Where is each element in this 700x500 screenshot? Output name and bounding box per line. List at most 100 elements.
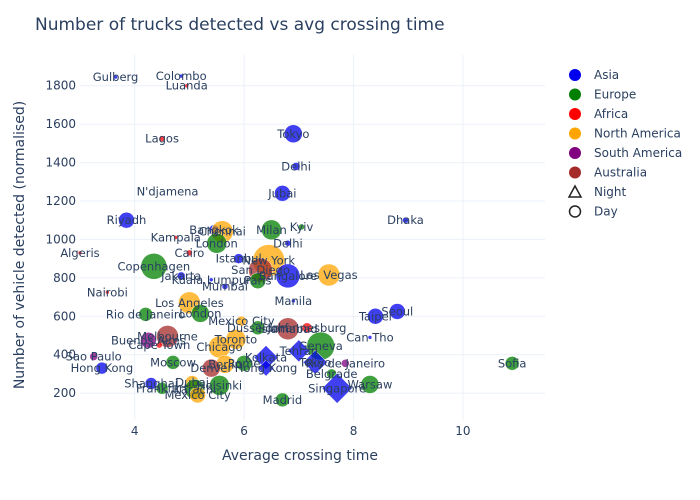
y-axis-title: Number of vehicle detected (normalised) <box>12 101 28 389</box>
point-label: Delhi <box>273 236 303 250</box>
point-label: Algeris <box>60 246 99 260</box>
point-label: Hong Kong <box>71 361 134 375</box>
point-label: Shanghai <box>124 377 178 391</box>
data-point <box>209 277 214 283</box>
point-label: Manila <box>275 294 313 308</box>
point-label: Johannesburg <box>267 321 347 335</box>
point-label: Singapore <box>308 381 366 395</box>
data-point <box>140 332 157 349</box>
data-point <box>389 303 406 320</box>
data-point <box>261 219 282 241</box>
legend-label: Australia <box>594 166 647 180</box>
data-point <box>206 233 228 254</box>
x-axis-ticks: 4 6 8 10 <box>131 424 471 438</box>
point-label: Karachi <box>173 382 216 396</box>
data-point <box>367 308 384 325</box>
point-label: Bangkok <box>189 223 239 237</box>
point-label: Frankfurt <box>136 381 189 395</box>
data-point <box>186 249 193 257</box>
point-label: Sofia <box>498 356 527 370</box>
data-point <box>236 315 247 327</box>
point-label: N'djamena <box>137 184 199 198</box>
point-label: Geneva <box>299 339 343 353</box>
data-point <box>165 355 181 370</box>
data-point <box>284 240 292 247</box>
legend-item[interactable]: Europe <box>569 88 636 102</box>
y-tick-label: 1000 <box>45 232 76 246</box>
point-label: Mexico City <box>164 388 231 402</box>
legend-item[interactable]: Africa <box>569 107 628 121</box>
data-point <box>274 185 291 202</box>
y-tick-label: 1200 <box>45 194 76 208</box>
data-point <box>113 74 118 80</box>
data-point <box>158 135 166 142</box>
data-point <box>233 253 244 264</box>
legend-label: Africa <box>594 107 628 121</box>
data-point <box>155 382 169 395</box>
legend-label: Asia <box>594 68 619 82</box>
data-point <box>178 73 184 79</box>
point-label: Sao Paulo <box>66 350 122 364</box>
data-point <box>298 223 305 231</box>
point-label: Los Angeles <box>155 296 224 310</box>
legend-label: Europe <box>594 88 636 102</box>
point-label: Rio de Janeiro <box>306 356 385 370</box>
legend-item[interactable]: Day <box>568 205 618 219</box>
data-point <box>77 250 83 256</box>
data-point <box>249 272 267 289</box>
data-point <box>89 352 98 361</box>
data-point <box>221 283 229 290</box>
legend-marker <box>569 147 581 159</box>
point-label: Helsinki <box>197 378 242 392</box>
point-label: Nairobi <box>87 285 128 299</box>
point-label: Mumbai <box>202 279 248 293</box>
point-label: Jubai <box>267 186 296 200</box>
data-point <box>105 290 110 295</box>
point-label: Cape Town <box>128 338 190 352</box>
point-label: New York <box>242 254 295 268</box>
data-point <box>140 253 168 280</box>
legend-item[interactable]: Australia <box>569 166 647 180</box>
point-label: Denver <box>190 361 232 375</box>
x-tick-label: 6 <box>240 424 248 438</box>
point-label: Tokyo <box>276 127 309 141</box>
legend-item[interactable]: North America <box>569 127 681 141</box>
data-point <box>367 335 373 340</box>
data-point <box>189 386 206 404</box>
legend-item[interactable]: South America <box>569 146 682 160</box>
legend-item[interactable]: Asia <box>569 68 619 82</box>
point-label: Riyadh <box>107 213 147 227</box>
grid-lines <box>80 55 545 420</box>
data-point <box>317 263 341 287</box>
point-label: Gulberg <box>93 70 139 84</box>
legend-marker <box>569 166 581 179</box>
point-label: Islamabad <box>258 322 318 336</box>
point-label: Chennai <box>199 225 246 239</box>
data-point <box>321 372 353 404</box>
y-tick-label: 200 <box>53 386 76 400</box>
y-tick-label: 1800 <box>45 79 76 93</box>
legend-item[interactable]: Night <box>567 184 627 199</box>
data-point <box>276 317 300 340</box>
point-label: Istanbul <box>216 252 262 266</box>
legend-marker <box>567 184 583 198</box>
point-label: Dusseldorf <box>227 321 289 335</box>
data-point <box>156 341 163 349</box>
point-label: Lagos <box>145 132 179 146</box>
point-label: Moscow <box>150 355 196 369</box>
x-axis-title: Average crossing time <box>222 448 378 464</box>
point-label: Kyiv <box>290 220 314 234</box>
data-point <box>202 358 221 378</box>
legend: Asia Europe Africa North America South Ameri… <box>567 68 682 219</box>
data-point <box>191 304 210 323</box>
point-label: Rio de Janeiro <box>106 307 185 321</box>
point-label: Copenhagen <box>117 259 190 273</box>
point-label: Dhaka <box>387 213 424 227</box>
point-label: Seoul <box>381 304 413 318</box>
point-label: Rome <box>228 356 261 370</box>
data-point <box>250 320 266 336</box>
data-point <box>235 355 253 372</box>
point-label: Kolkata <box>245 351 287 365</box>
point-label: Berlin <box>208 357 241 371</box>
